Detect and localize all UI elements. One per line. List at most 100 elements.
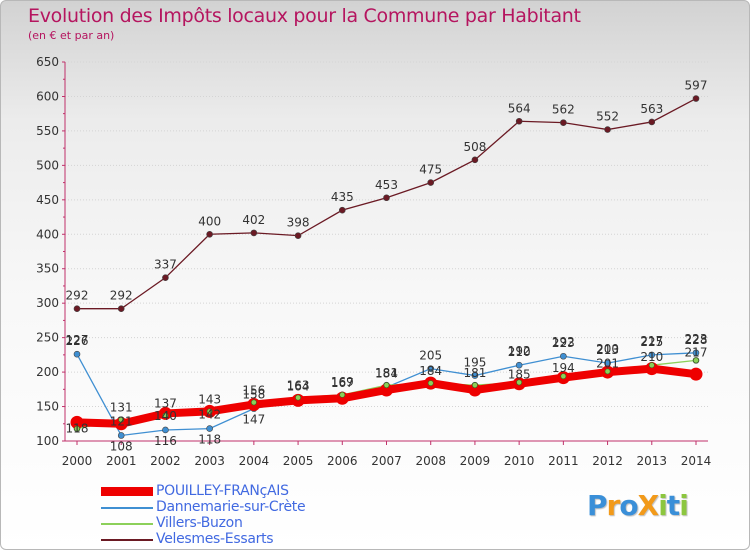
- data-point-pouilley-fran-ais: [70, 415, 84, 429]
- data-point-pouilley-fran-ais: [114, 417, 128, 431]
- legend-swatch: [101, 539, 153, 541]
- data-point-velesmes-essarts: [427, 179, 435, 186]
- data-point-villers-buzon-overlay: [693, 357, 699, 364]
- x-tick-label: 2011: [548, 454, 579, 468]
- legend-label: Villers-Buzon: [156, 515, 243, 531]
- data-label-dannemarie-sur-crete: 223: [685, 332, 708, 346]
- data-label-villers-buzon: 131: [110, 401, 133, 415]
- data-label-dannemarie-sur-crete: 169: [331, 375, 354, 389]
- chart-title: Evolution des Impôts locaux pour la Comm…: [28, 5, 581, 27]
- data-label-dannemarie-sur-crete: 223: [552, 336, 575, 350]
- data-point-villers-buzon-overlay: [648, 362, 655, 369]
- x-tick-label: 2007: [371, 454, 402, 468]
- data-label-velesmes-essarts: 563: [640, 102, 663, 116]
- data-label-velesmes-essarts: 337: [154, 258, 177, 272]
- data-label-villers-buzon: 167: [331, 376, 354, 390]
- data-point-villers-buzon-overlay: [427, 380, 434, 387]
- y-tick-label: 100: [36, 434, 59, 448]
- data-point-dannemarie-sur-cr-te: [692, 349, 700, 357]
- data-label-dannemarie-sur-crete: 213: [596, 343, 619, 357]
- data-label-velesmes-essarts: 400: [198, 214, 221, 228]
- legend-label: Dannemarie-sur-Crète: [156, 499, 306, 515]
- data-label-dannemarie-sur-crete: 192: [508, 344, 531, 358]
- data-label-dannemarie-sur-crete: 147: [242, 413, 265, 427]
- data-label-villers-buzon: 137: [154, 397, 177, 411]
- data-point-villers-buzon-overlay: [560, 373, 567, 380]
- logo-letter: o: [619, 489, 638, 522]
- data-point-villers-buzon-overlay: [604, 368, 611, 375]
- logo-letter: t: [666, 489, 680, 522]
- data-point-velesmes-essarts: [250, 229, 258, 237]
- data-point-velesmes-essarts: [560, 119, 567, 126]
- logo-letter: X: [637, 489, 660, 522]
- x-tick-label: 2014: [681, 454, 712, 468]
- x-tick-label: 2002: [150, 454, 181, 468]
- x-tick-label: 2009: [460, 454, 491, 468]
- data-label-velesmes-essarts: 292: [66, 289, 89, 303]
- data-point-villers-buzon-overlay: [74, 425, 80, 432]
- data-label-dannemarie-sur-crete: 228: [685, 333, 708, 347]
- data-point-velesmes-essarts: [604, 126, 611, 133]
- data-point-velesmes-essarts: [383, 194, 390, 202]
- x-tick-label: 2004: [239, 454, 270, 468]
- data-point-dannemarie-sur-cr-te: [117, 432, 125, 439]
- x-tick-label: 2012: [592, 454, 623, 468]
- data-label-villers-buzon: 194: [552, 361, 575, 375]
- data-label-velesmes-essarts: 402: [242, 213, 265, 227]
- logo-letter: i: [658, 489, 668, 522]
- data-label-dannemarie-sur-crete: 225: [640, 335, 663, 349]
- data-label-villers-buzon: 163: [287, 379, 310, 393]
- data-point-villers-buzon-overlay: [206, 408, 213, 415]
- x-tick-label: 2003: [194, 454, 225, 468]
- x-tick-label: 2000: [62, 454, 93, 468]
- y-tick-label: 150: [36, 400, 59, 414]
- y-tick-label: 450: [36, 193, 59, 207]
- data-label-velesmes-essarts: 552: [596, 110, 619, 124]
- y-tick-label: 650: [36, 55, 59, 69]
- x-tick-label: 2006: [327, 454, 358, 468]
- data-point-velesmes-essarts: [206, 230, 213, 238]
- x-tick-label: 2001: [106, 454, 137, 468]
- data-label-dannemarie-sur-crete: 210: [508, 345, 531, 359]
- data-label-villers-buzon: 185: [508, 367, 531, 381]
- data-label-dannemarie-sur-crete: 121: [110, 414, 133, 428]
- data-point-pouilley-fran-ais: [645, 362, 659, 376]
- data-point-dannemarie-sur-cr-te: [162, 426, 169, 434]
- data-label-dannemarie-sur-crete: 195: [463, 356, 486, 370]
- y-tick-label: 200: [36, 365, 59, 379]
- data-label-dannemarie-sur-crete: 205: [419, 349, 442, 363]
- data-label-villers-buzon: 143: [198, 392, 221, 406]
- data-label-villers-buzon: 201: [596, 356, 619, 370]
- y-tick-label: 250: [36, 331, 59, 345]
- series-layer: [70, 95, 703, 439]
- chart-subtitle: (en € et par an): [28, 29, 115, 42]
- data-point-villers-buzon-overlay: [516, 379, 523, 386]
- data-label-velesmes-essarts: 435: [331, 190, 354, 204]
- data-point-velesmes-essarts: [162, 274, 169, 281]
- data-point-velesmes-essarts: [692, 95, 700, 102]
- data-label-dannemarie-sur-crete: 226: [66, 334, 89, 348]
- y-tick-label: 600: [36, 89, 59, 103]
- proxiti-logo: ProXiti: [587, 489, 689, 522]
- data-point-velesmes-essarts: [294, 232, 302, 239]
- data-point-villers-buzon-overlay: [162, 412, 169, 419]
- data-label-villers-buzon: 184: [419, 364, 442, 378]
- data-label-villers-buzon: 210: [640, 350, 663, 364]
- legend-label: POUILLEY-FRANçAIS: [156, 483, 289, 499]
- data-point-pouilley-fran-ais: [380, 383, 393, 397]
- x-tick-label: 2008: [415, 454, 446, 468]
- data-label-velesmes-essarts: 398: [287, 216, 310, 230]
- logo-letter: i: [679, 489, 689, 522]
- x-tick-label: 2010: [504, 454, 535, 468]
- data-point-dannemarie-sur-cr-te: [471, 372, 479, 379]
- data-label-velesmes-essarts: 508: [463, 140, 486, 154]
- data-label-dannemarie-sur-crete: 140: [154, 409, 177, 423]
- data-point-velesmes-essarts: [338, 206, 346, 214]
- data-point-velesmes-essarts: [515, 117, 523, 125]
- y-tick-label: 300: [36, 296, 59, 310]
- data-point-villers-buzon-overlay: [295, 394, 301, 401]
- data-point-villers-buzon-overlay: [383, 382, 390, 389]
- data-labels: 292 292 337 400 402 398 435 453 475 508 564 562 552 5…: [66, 79, 708, 454]
